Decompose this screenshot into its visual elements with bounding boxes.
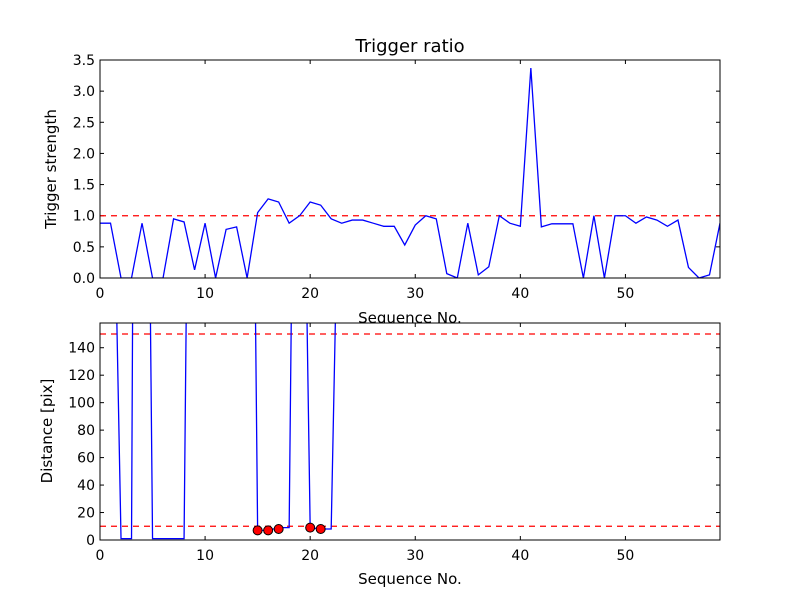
- bottom-marker-point: [263, 525, 274, 536]
- top-x-tick-label: 20: [301, 286, 319, 302]
- bottom-plot-area: [100, 323, 720, 540]
- top-y-tick-label: 1.5: [73, 178, 95, 194]
- bottom-marker-point: [273, 524, 284, 535]
- bottom-markers: [252, 522, 326, 536]
- top-y-tick-label: 3.0: [73, 84, 95, 100]
- top-chart-title: Trigger ratio: [354, 36, 464, 57]
- top-x-tick-label: 40: [511, 286, 529, 302]
- bottom-x-tick-label: 30: [406, 548, 424, 564]
- bottom-series-segment: [149, 323, 187, 540]
- bottom-chart-xlabel: Sequence No.: [358, 570, 462, 588]
- bottom-y-tick-label: 0: [86, 533, 95, 549]
- bottom-marker-point: [315, 524, 326, 535]
- top-axis-ticks: 0 10 20 30 40 50 0.0 0.5 1.0 1.5 2.0 2.5 3.0 3.5: [73, 53, 720, 302]
- top-y-tick-label: 0.0: [73, 271, 95, 287]
- bottom-y-tick-label: 80: [77, 423, 95, 439]
- top-plot-frame: [99, 59, 721, 279]
- bottom-threshold-lines: [100, 333, 720, 527]
- bottom-y-tick-label: 40: [77, 478, 95, 494]
- bottom-y-tick-label: 120: [68, 368, 95, 384]
- top-y-tick-label: 2.0: [73, 146, 95, 162]
- top-x-tick-label: 10: [196, 286, 214, 302]
- bottom-x-tick-label: 10: [196, 548, 214, 564]
- bottom-marker-point: [305, 522, 316, 533]
- bottom-chart-ylabel: Distance [pix]: [38, 379, 56, 484]
- top-y-tick-label: 2.5: [73, 115, 95, 131]
- bottom-y-tick-label: 20: [77, 506, 95, 522]
- top-y-tick-label: 0.5: [73, 240, 95, 256]
- bottom-marker-point: [252, 525, 263, 536]
- bottom-x-tick-label: 50: [617, 548, 635, 564]
- bottom-y-tick-label: 60: [77, 451, 95, 467]
- top-chart: Trigger ratio 0 10 20 30 40 50 0.0 0.5 1.0 1.5 2.0…: [42, 36, 721, 327]
- bottom-x-tick-label: 0: [96, 548, 105, 564]
- top-chart-ylabel: Trigger strength: [42, 109, 60, 230]
- top-plot-area: [100, 60, 720, 278]
- top-y-tick-label: 3.5: [73, 53, 95, 69]
- bottom-series-segment: [254, 323, 292, 532]
- top-x-tick-label: 0: [96, 286, 105, 302]
- bottom-plot-frame: [99, 322, 721, 541]
- bottom-y-tick-label: 100: [68, 396, 95, 412]
- top-y-tick-label: 1.0: [73, 209, 95, 225]
- bottom-x-tick-label: 40: [511, 548, 529, 564]
- bottom-x-tick-label: 20: [301, 548, 319, 564]
- bottom-chart: 0 10 20 30 40 50 0 20 40 60 80 100 120 140 Sequence N…: [38, 322, 721, 588]
- top-series-line: [100, 68, 720, 278]
- bottom-y-tick-label: 140: [68, 341, 95, 357]
- bottom-axis-ticks: 0 10 20 30 40 50 0 20 40 60 80 100 120 140: [68, 323, 720, 564]
- top-x-tick-label: 30: [406, 286, 424, 302]
- bottom-series-segment: [116, 323, 134, 540]
- top-x-tick-label: 50: [617, 286, 635, 302]
